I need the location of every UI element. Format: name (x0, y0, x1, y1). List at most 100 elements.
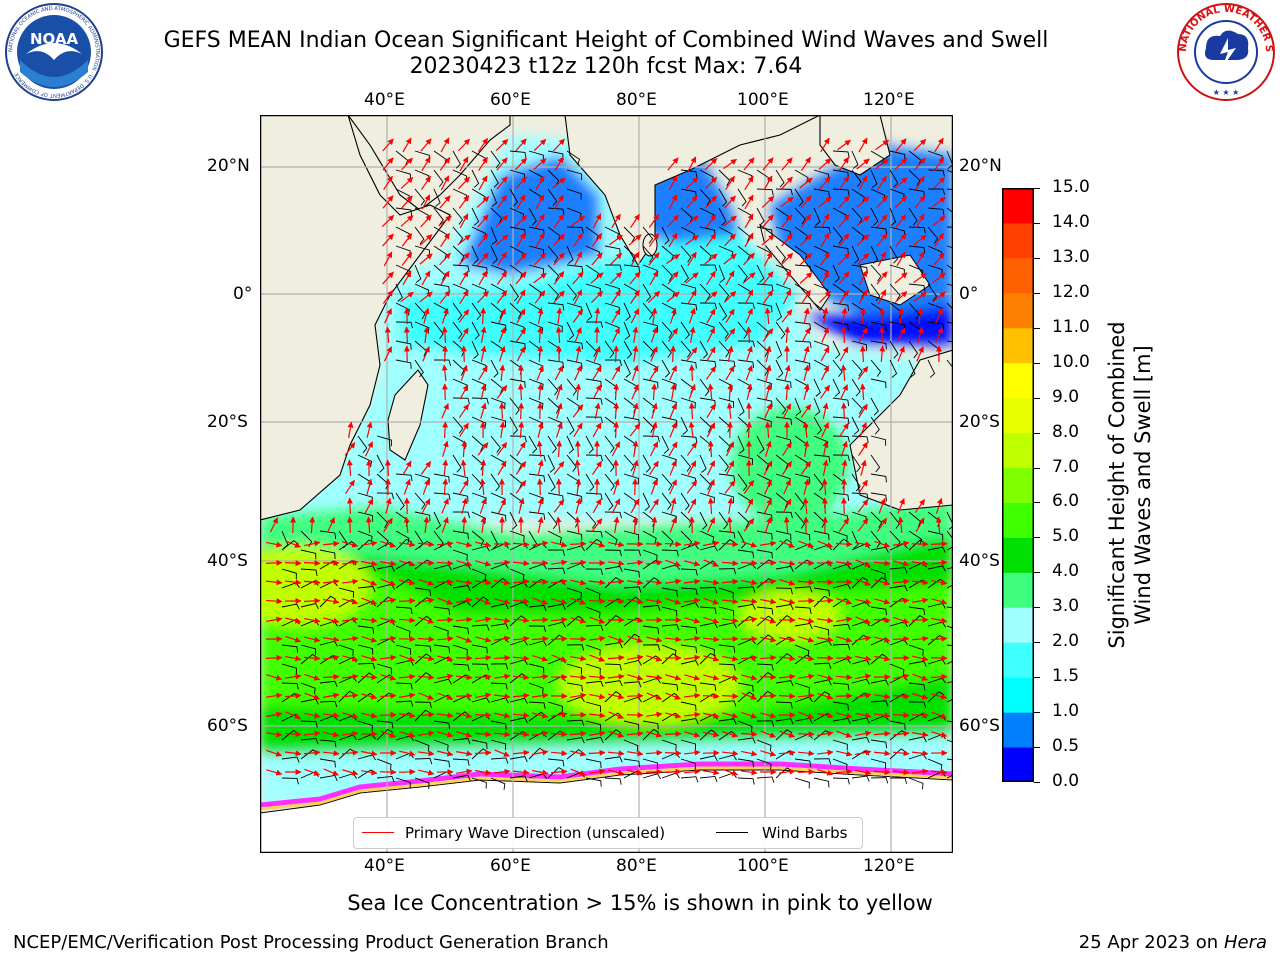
wind-barb (509, 340, 526, 350)
wave-direction-arrow (932, 196, 947, 208)
wave-direction-arrow (574, 459, 581, 477)
colorbar-title-line1: Significant Height of Combined (1105, 321, 1129, 649)
wave-direction-arrow (591, 518, 603, 532)
wind-barb (452, 511, 471, 518)
wave-direction-arrow (346, 497, 353, 515)
wave-direction-arrow (855, 541, 872, 548)
wave-direction-arrow (556, 402, 563, 419)
wave-direction-arrow (744, 213, 754, 229)
wave-direction-arrow (817, 540, 834, 548)
wave-direction-arrow (934, 137, 944, 153)
wave-direction-arrow (613, 402, 620, 420)
wave-direction-arrow (740, 598, 758, 605)
wave-direction-arrow (455, 692, 473, 699)
wave-direction-arrow (458, 403, 470, 418)
wave-direction-arrow (668, 194, 678, 210)
footer-date: 25 Apr 2023 on Hera (1079, 932, 1267, 953)
wave-direction-arrow (440, 175, 450, 191)
footer-machine: Hera (1223, 932, 1267, 953)
wave-direction-arrow (515, 252, 527, 266)
wave-direction-arrow (645, 579, 663, 586)
wave-direction-arrow (477, 137, 489, 152)
wave-direction-arrow (779, 540, 795, 548)
wave-direction-arrow (516, 441, 526, 457)
colorbar-tick-label: 4.0 (1052, 561, 1080, 582)
wave-direction-arrow (821, 422, 829, 438)
wave-direction-arrow (648, 232, 660, 247)
wind-barb (718, 340, 730, 358)
wave-direction-arrow (442, 478, 449, 496)
wind-barb (889, 359, 898, 378)
wind-barb (870, 321, 887, 331)
wind-barb (718, 302, 728, 321)
wave-direction-arrow (553, 461, 565, 475)
wind-barb (794, 511, 806, 529)
wave-direction-arrow (860, 459, 867, 476)
wind-barb (547, 188, 558, 207)
wave-direction-arrow (741, 579, 758, 586)
wave-direction-arrow (628, 234, 642, 246)
wind-barb (737, 473, 748, 492)
wave-direction-arrow (683, 540, 701, 547)
wave-direction-arrow (780, 196, 794, 208)
colorbar-segment (1002, 257, 1034, 294)
wave-direction-arrow (759, 540, 777, 547)
wave-direction-arrow (382, 138, 394, 152)
wind-barb (851, 576, 869, 589)
wave-direction-arrow (702, 693, 720, 700)
wind-barb (756, 511, 773, 522)
wave-direction-arrow (592, 384, 602, 400)
wind-barb (661, 435, 670, 454)
wave-direction-arrow (856, 196, 870, 208)
wind-barb (832, 340, 841, 359)
wave-direction-arrow (721, 693, 739, 700)
colorbar-tick-label: 13.0 (1052, 246, 1090, 267)
wind-barb (775, 511, 793, 519)
wave-direction-arrow (782, 498, 792, 514)
wind-barb (794, 530, 811, 541)
wind-barb (585, 568, 604, 575)
wind-barb (699, 302, 717, 310)
wave-direction-arrow (894, 272, 908, 284)
wind-barb (452, 264, 470, 272)
wind-barb (452, 585, 471, 592)
sea-ice-edge (260, 761, 953, 808)
wave-direction-arrow (327, 517, 335, 533)
wind-barb (566, 264, 584, 273)
footer-credit: NCEP/EMC/Verification Post Processing Pr… (13, 932, 609, 953)
colorbar-tick-label: 10.0 (1052, 351, 1090, 372)
lat-label-right-20n: 20°N (959, 156, 1002, 176)
wave-direction-arrow (799, 177, 813, 189)
wave-direction-arrow (742, 272, 756, 284)
wave-direction-arrow (456, 579, 473, 586)
wind-barb (699, 454, 707, 473)
wave-direction-arrow (456, 597, 473, 604)
wave-direction-arrow (512, 578, 530, 585)
legend-wave-direction: Primary Wave Direction (unscaled) (405, 824, 666, 842)
wind-barb (547, 359, 565, 369)
wave-direction-arrow (611, 289, 621, 304)
colorbar-tick-mark (1034, 782, 1040, 783)
wind-barb (794, 397, 802, 416)
colorbar (1002, 188, 1034, 782)
wind-barb (661, 321, 673, 339)
wave-direction-arrow (857, 366, 869, 380)
wave-direction-arrow (916, 346, 924, 362)
wind-barb (357, 435, 368, 454)
wind-barb (699, 340, 709, 359)
wind-barb (718, 454, 729, 472)
wind-barb (452, 302, 463, 321)
wave-direction-arrow (496, 290, 508, 304)
wind-barb (870, 397, 879, 416)
wave-direction-arrow (556, 307, 563, 325)
wave-direction-arrow (816, 579, 834, 586)
wind-barb (908, 340, 919, 359)
wind-barb (851, 454, 861, 473)
colorbar-tick-label: 0.0 (1052, 771, 1080, 791)
wave-direction-arrow (917, 326, 924, 343)
wave-direction-arrow (707, 497, 714, 515)
wind-barb (547, 511, 558, 530)
wave-direction-arrow (627, 598, 644, 605)
wave-direction-arrow (419, 291, 433, 303)
wave-direction-arrow (760, 598, 777, 605)
